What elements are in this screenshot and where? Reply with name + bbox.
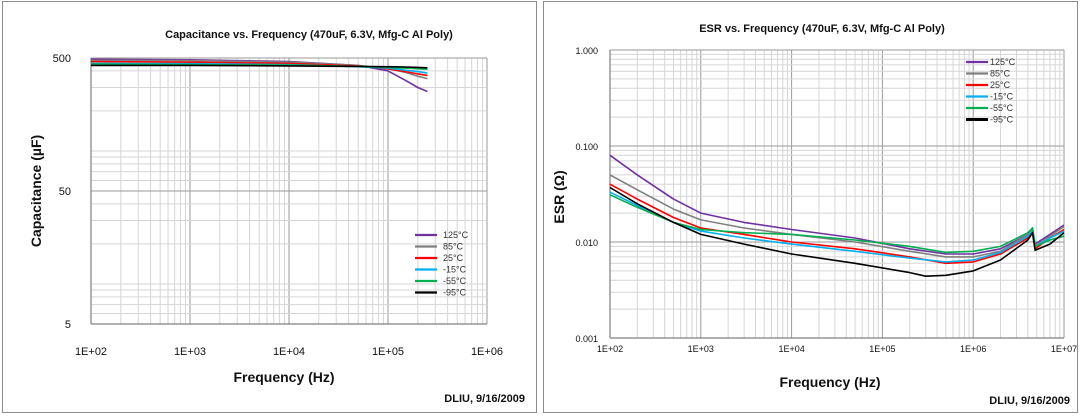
chart-title: ESR vs. Frequency (470uF, 6.3V, Mfg-C Al… xyxy=(699,23,945,35)
x-axis-title: Frequency (Hz) xyxy=(779,374,880,390)
chart-title: Capacitance vs. Frequency (470uF, 6.3V, … xyxy=(165,29,453,41)
x-tick-label: 1E+02 xyxy=(75,346,107,358)
esr-chart: 125°C 85°C25°C -15°C-55°C -95°C ESR vs. Fre… xyxy=(551,23,1077,407)
y-tick-label: 50 xyxy=(59,186,71,198)
credit-text: DLIU, 9/16/2009 xyxy=(989,395,1070,407)
x-axis-title: Frequency (Hz) xyxy=(233,369,334,385)
legend-label: 125°C xyxy=(443,230,469,240)
x-tick-label: 1E+03 xyxy=(174,346,206,358)
capacitance-chart-panel: 125°C 85°C 25°C -15°C -55°C -95°C Capacitance… xyxy=(2,1,537,413)
y-tick-label: 1.000 xyxy=(575,46,598,56)
x-tick-label: 1E+04 xyxy=(778,344,804,354)
legend-label: -55°C xyxy=(443,276,467,286)
legend-label: 25°C xyxy=(990,80,1011,90)
y-tick-label: 0.010 xyxy=(575,238,598,248)
esr-chart-panel: 125°C 85°C 25°C -15°C -55°C -95°C ESR vs. Fre… xyxy=(543,1,1078,413)
x-tick-label: 1E+06 xyxy=(471,346,503,358)
legend-label: -95°C xyxy=(443,288,467,298)
y-tick-label: 0.100 xyxy=(575,142,598,152)
y-tick-label: 500 xyxy=(53,53,71,65)
y-tick-label: 5 xyxy=(65,319,71,331)
series-line xyxy=(91,64,428,69)
legend-label: -55°C xyxy=(990,103,1014,113)
x-tick-label: 1E+04 xyxy=(273,346,305,358)
x-tick-label: 1E+07 xyxy=(1051,344,1077,354)
y-axis-title: Capacitance (µF) xyxy=(28,135,44,247)
x-tick-label: 1E+03 xyxy=(688,344,714,354)
x-tick-label: 1E+02 xyxy=(597,344,623,354)
x-tick-label: 1E+06 xyxy=(960,344,986,354)
y-tick-label: 0.001 xyxy=(575,334,598,344)
x-tick-label: 1E+05 xyxy=(372,346,404,358)
series-line xyxy=(609,174,1065,258)
legend-label: 125°C xyxy=(990,57,1016,67)
y-axis-title: ESR (Ω) xyxy=(551,170,567,223)
x-tick-label: 1E+05 xyxy=(869,344,895,354)
capacitance-chart: 125°C 85°C25°C -15°C-55°C -95°C Capacitance… xyxy=(28,29,525,405)
credit-text: DLIU, 9/16/2009 xyxy=(444,393,525,405)
legend-label: -15°C xyxy=(443,265,467,275)
legend-label: -95°C xyxy=(990,115,1014,125)
series-line xyxy=(609,186,1065,278)
legend-label: 85°C xyxy=(443,242,464,252)
legend-label: -15°C xyxy=(990,92,1014,102)
legend-label: 25°C xyxy=(443,253,464,263)
legend-label: 85°C xyxy=(990,69,1011,79)
